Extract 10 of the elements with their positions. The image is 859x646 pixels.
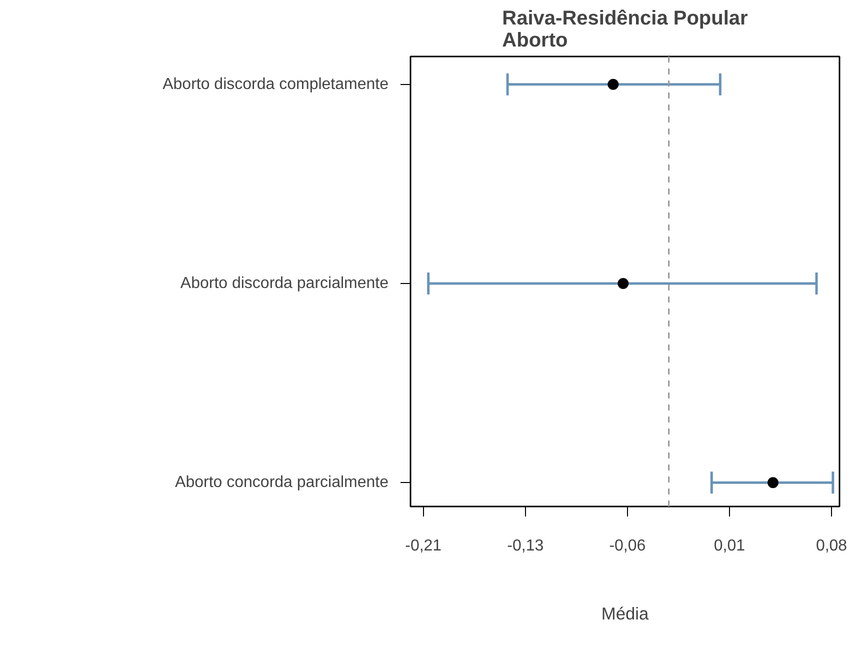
x-axis-title: Média bbox=[601, 604, 649, 624]
x-tick-label: -0,13 bbox=[507, 538, 544, 554]
x-tick-label: -0,06 bbox=[609, 538, 646, 554]
y-tick-label: Aborto discorda parcialmente bbox=[180, 274, 389, 292]
x-tick-label: 0,08 bbox=[816, 538, 848, 554]
chart-title: Raiva-Residência Popular Aborto bbox=[502, 8, 748, 52]
y-tick-label: Aborto concorda parcialmente bbox=[175, 474, 389, 492]
x-tick-label: 0,01 bbox=[714, 538, 746, 554]
x-tick-label: -0,21 bbox=[405, 538, 442, 554]
y-tick-label: Aborto discorda completamente bbox=[162, 76, 389, 93]
